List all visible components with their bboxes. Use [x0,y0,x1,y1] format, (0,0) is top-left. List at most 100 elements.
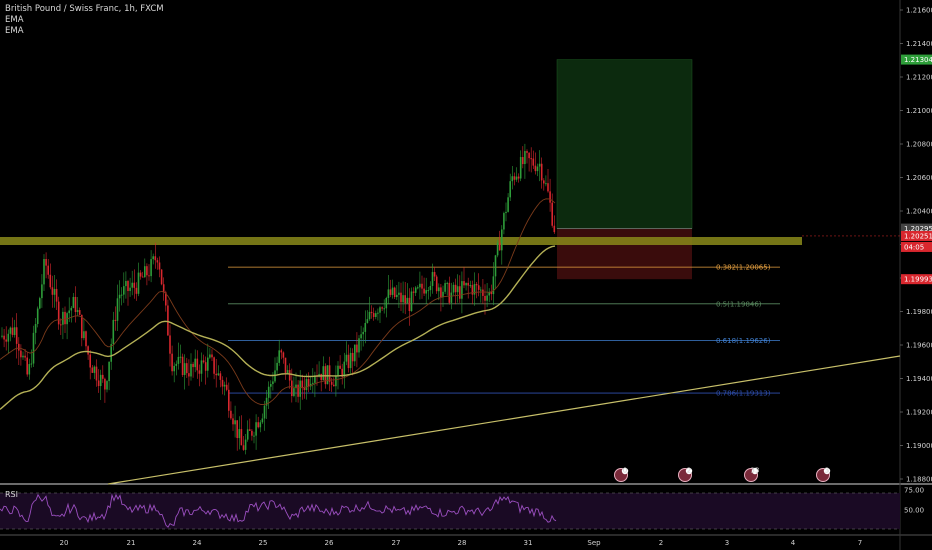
candle-body [526,151,528,153]
candle-body [509,181,511,198]
candle-body [534,165,537,172]
candle-body [125,281,127,287]
candle-body [530,158,532,160]
fib-level-label: 0.786(1.19313) [716,390,771,398]
candle-body [372,313,375,317]
candle-body [351,352,354,362]
candle-body [28,364,31,375]
candle-body [78,310,81,315]
candle-body [5,339,7,342]
rsi-level-label: 50.00 [904,507,924,515]
ema-slow-line[interactable] [0,245,556,410]
price-tick-label: 1.19600 [906,342,932,350]
candle-body [461,281,463,299]
candle-body [236,420,238,439]
candle-body [404,295,406,304]
candle-body [343,361,346,377]
candle-body [32,332,35,364]
candle-body [167,305,169,336]
candle-body [141,276,144,278]
rsi-label: RSI [5,490,18,499]
candle-body [200,360,203,374]
candle-body [517,176,520,179]
candle-body [34,324,37,333]
candle-body [1,335,3,337]
symbol-title: British Pound / Swiss Franc, 1h, FXCM [5,4,164,14]
candle-body [414,287,417,293]
candle-body [551,202,553,226]
candle-body [15,327,18,344]
candle-body [496,242,499,256]
candle-body [81,314,83,339]
rsi-line[interactable] [0,493,557,528]
candle-body [238,429,241,439]
candle-body [62,311,64,325]
candle-body [196,358,199,371]
candle-body [179,356,182,358]
candle-body [272,381,274,385]
candle-body [362,331,364,335]
candle-body [139,272,142,277]
ema-fast-line[interactable] [0,198,556,406]
candle-body [528,152,530,159]
candle-body [303,387,306,391]
candle-body [171,353,173,372]
candle-body [429,285,432,291]
candle-body [484,295,486,301]
candle-body [503,213,505,230]
candle-body [471,285,474,295]
candle-body [473,284,476,295]
candle-body [360,334,362,339]
indicator-ema-2[interactable]: EMA [5,26,24,36]
support-zone[interactable] [0,237,802,245]
candle-body [505,211,507,214]
candle-body [301,380,304,388]
candle-body [177,356,180,364]
candle-body [240,429,243,446]
candle-body [41,284,43,299]
ascending-trendline[interactable] [107,355,901,485]
candle-body [385,297,388,309]
fib-level-label: 0.382(1.20065) [716,264,771,272]
candle-body [282,352,285,358]
candle-body [192,363,194,368]
candle-body [186,363,188,374]
candle-body [318,373,320,377]
candle-body [263,405,266,419]
candle-body [400,292,402,303]
candle-body [36,308,39,325]
time-tick-label: 26 [325,539,334,547]
candle-body [454,284,457,293]
candle-body [354,344,356,362]
candle-body [70,307,73,311]
candle-body [242,445,245,450]
candle-body [169,335,171,354]
long-stop-zone[interactable] [557,228,692,280]
event-badge-count: 0 [623,467,627,475]
candle-body [173,365,175,372]
candle-body [261,418,264,423]
candle-body [549,191,551,203]
candle-body [387,289,390,298]
candle-body [450,292,453,303]
candle-body [337,365,339,377]
candle-body [421,283,423,289]
candle-body [284,357,287,374]
candle-body [402,295,404,303]
candle-body [364,322,367,332]
candle-body [223,384,226,387]
candle-body [211,354,213,358]
candle-body [543,180,545,184]
candle-body [433,272,436,277]
candle-body [108,361,110,382]
candle-body [383,308,385,310]
candle-body [89,354,91,368]
candle-body [341,368,343,377]
long-target-zone[interactable] [556,59,693,229]
candle-body [482,289,484,296]
candle-body [391,287,394,295]
indicator-ema-1[interactable]: EMA [5,15,24,25]
price-tick-label: 1.19400 [906,375,932,383]
